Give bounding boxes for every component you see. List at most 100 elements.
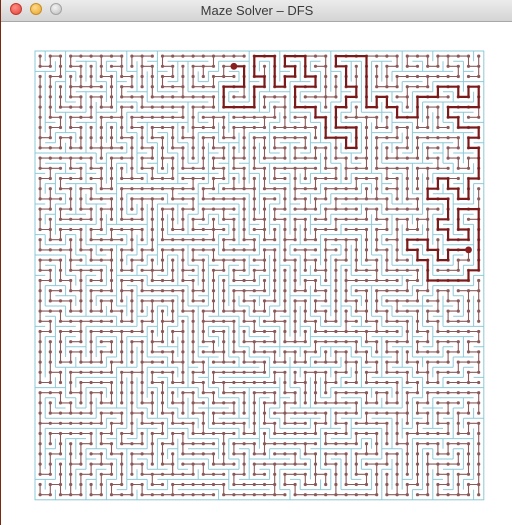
maze-node — [467, 340, 470, 343]
maze-node — [59, 146, 62, 149]
maze-node — [202, 269, 205, 272]
maze-node — [477, 75, 480, 78]
maze-node — [171, 269, 174, 272]
maze-node — [345, 269, 348, 272]
maze-node — [212, 432, 215, 435]
maze-node — [69, 299, 72, 302]
maze-node — [130, 289, 133, 292]
maze-node — [436, 432, 439, 435]
maze-node — [324, 350, 327, 353]
maze-node — [263, 177, 266, 180]
maze-node — [375, 442, 378, 445]
maze-node — [253, 279, 256, 282]
maze-node — [467, 452, 470, 455]
maze-node — [100, 126, 103, 129]
maze-node — [385, 126, 388, 129]
maze-node — [232, 299, 235, 302]
maze-node — [253, 228, 256, 231]
maze-node — [447, 473, 450, 476]
maze-node — [130, 238, 133, 241]
maze-node — [130, 330, 133, 333]
maze-node — [416, 493, 419, 496]
maze-node — [304, 279, 307, 282]
maze-node — [243, 412, 246, 415]
maze-node — [436, 350, 439, 353]
maze-node — [222, 269, 225, 272]
maze-node — [69, 259, 72, 262]
maze-node — [100, 483, 103, 486]
maze-node — [436, 493, 439, 496]
maze-node — [273, 432, 276, 435]
maze-node — [253, 452, 256, 455]
maze-node — [416, 65, 419, 68]
maze-node — [426, 116, 429, 119]
maze-node — [161, 340, 164, 343]
maze-node — [294, 442, 297, 445]
maze-node — [304, 228, 307, 231]
maze-node — [202, 146, 205, 149]
maze-node — [294, 279, 297, 282]
maze-node — [294, 330, 297, 333]
maze-node — [192, 269, 195, 272]
maze-node — [192, 432, 195, 435]
maze-node — [151, 238, 154, 241]
maze-node — [273, 452, 276, 455]
maze-node — [243, 55, 246, 58]
maze-node — [396, 493, 399, 496]
maze-node — [365, 432, 368, 435]
maze-node — [141, 299, 144, 302]
maze-node — [202, 248, 205, 251]
maze-node — [181, 85, 184, 88]
maze-node — [294, 177, 297, 180]
maze-node — [39, 381, 42, 384]
maze-node — [334, 361, 337, 364]
maze-node — [90, 95, 93, 98]
maze-node — [477, 197, 480, 200]
maze-node — [49, 401, 52, 404]
maze-node — [79, 452, 82, 455]
maze-node — [334, 177, 337, 180]
maze-node — [79, 55, 82, 58]
maze-node — [243, 330, 246, 333]
maze-node — [457, 340, 460, 343]
maze-node — [436, 391, 439, 394]
maze-node — [222, 157, 225, 160]
maze-node — [294, 350, 297, 353]
maze-node — [90, 146, 93, 149]
maze-node — [314, 432, 317, 435]
maze-node — [49, 116, 52, 119]
maze-node — [467, 381, 470, 384]
maze-node — [79, 218, 82, 221]
maze-node — [385, 310, 388, 313]
maze-node — [161, 157, 164, 160]
maze-node — [375, 65, 378, 68]
maze-node — [141, 238, 144, 241]
maze-node — [243, 483, 246, 486]
maze-node — [334, 381, 337, 384]
maze-node — [426, 106, 429, 109]
maze-node — [334, 85, 337, 88]
maze-node — [171, 350, 174, 353]
maze-node — [263, 340, 266, 343]
maze-node — [130, 187, 133, 190]
maze-node — [457, 269, 460, 272]
maze-node — [375, 412, 378, 415]
maze-node — [447, 310, 450, 313]
maze-node — [212, 259, 215, 262]
maze-node — [120, 75, 123, 78]
maze-node — [365, 187, 368, 190]
maze-node — [436, 269, 439, 272]
maze-node — [375, 197, 378, 200]
maze-node — [304, 473, 307, 476]
maze-node — [90, 218, 93, 221]
maze-node — [253, 330, 256, 333]
maze-node — [171, 279, 174, 282]
maze-node — [202, 361, 205, 364]
maze-node — [181, 493, 184, 496]
maze-node — [212, 218, 215, 221]
maze-node — [355, 157, 358, 160]
maze-node — [324, 330, 327, 333]
maze-node — [192, 157, 195, 160]
maze-node — [69, 167, 72, 170]
maze-node — [212, 55, 215, 58]
